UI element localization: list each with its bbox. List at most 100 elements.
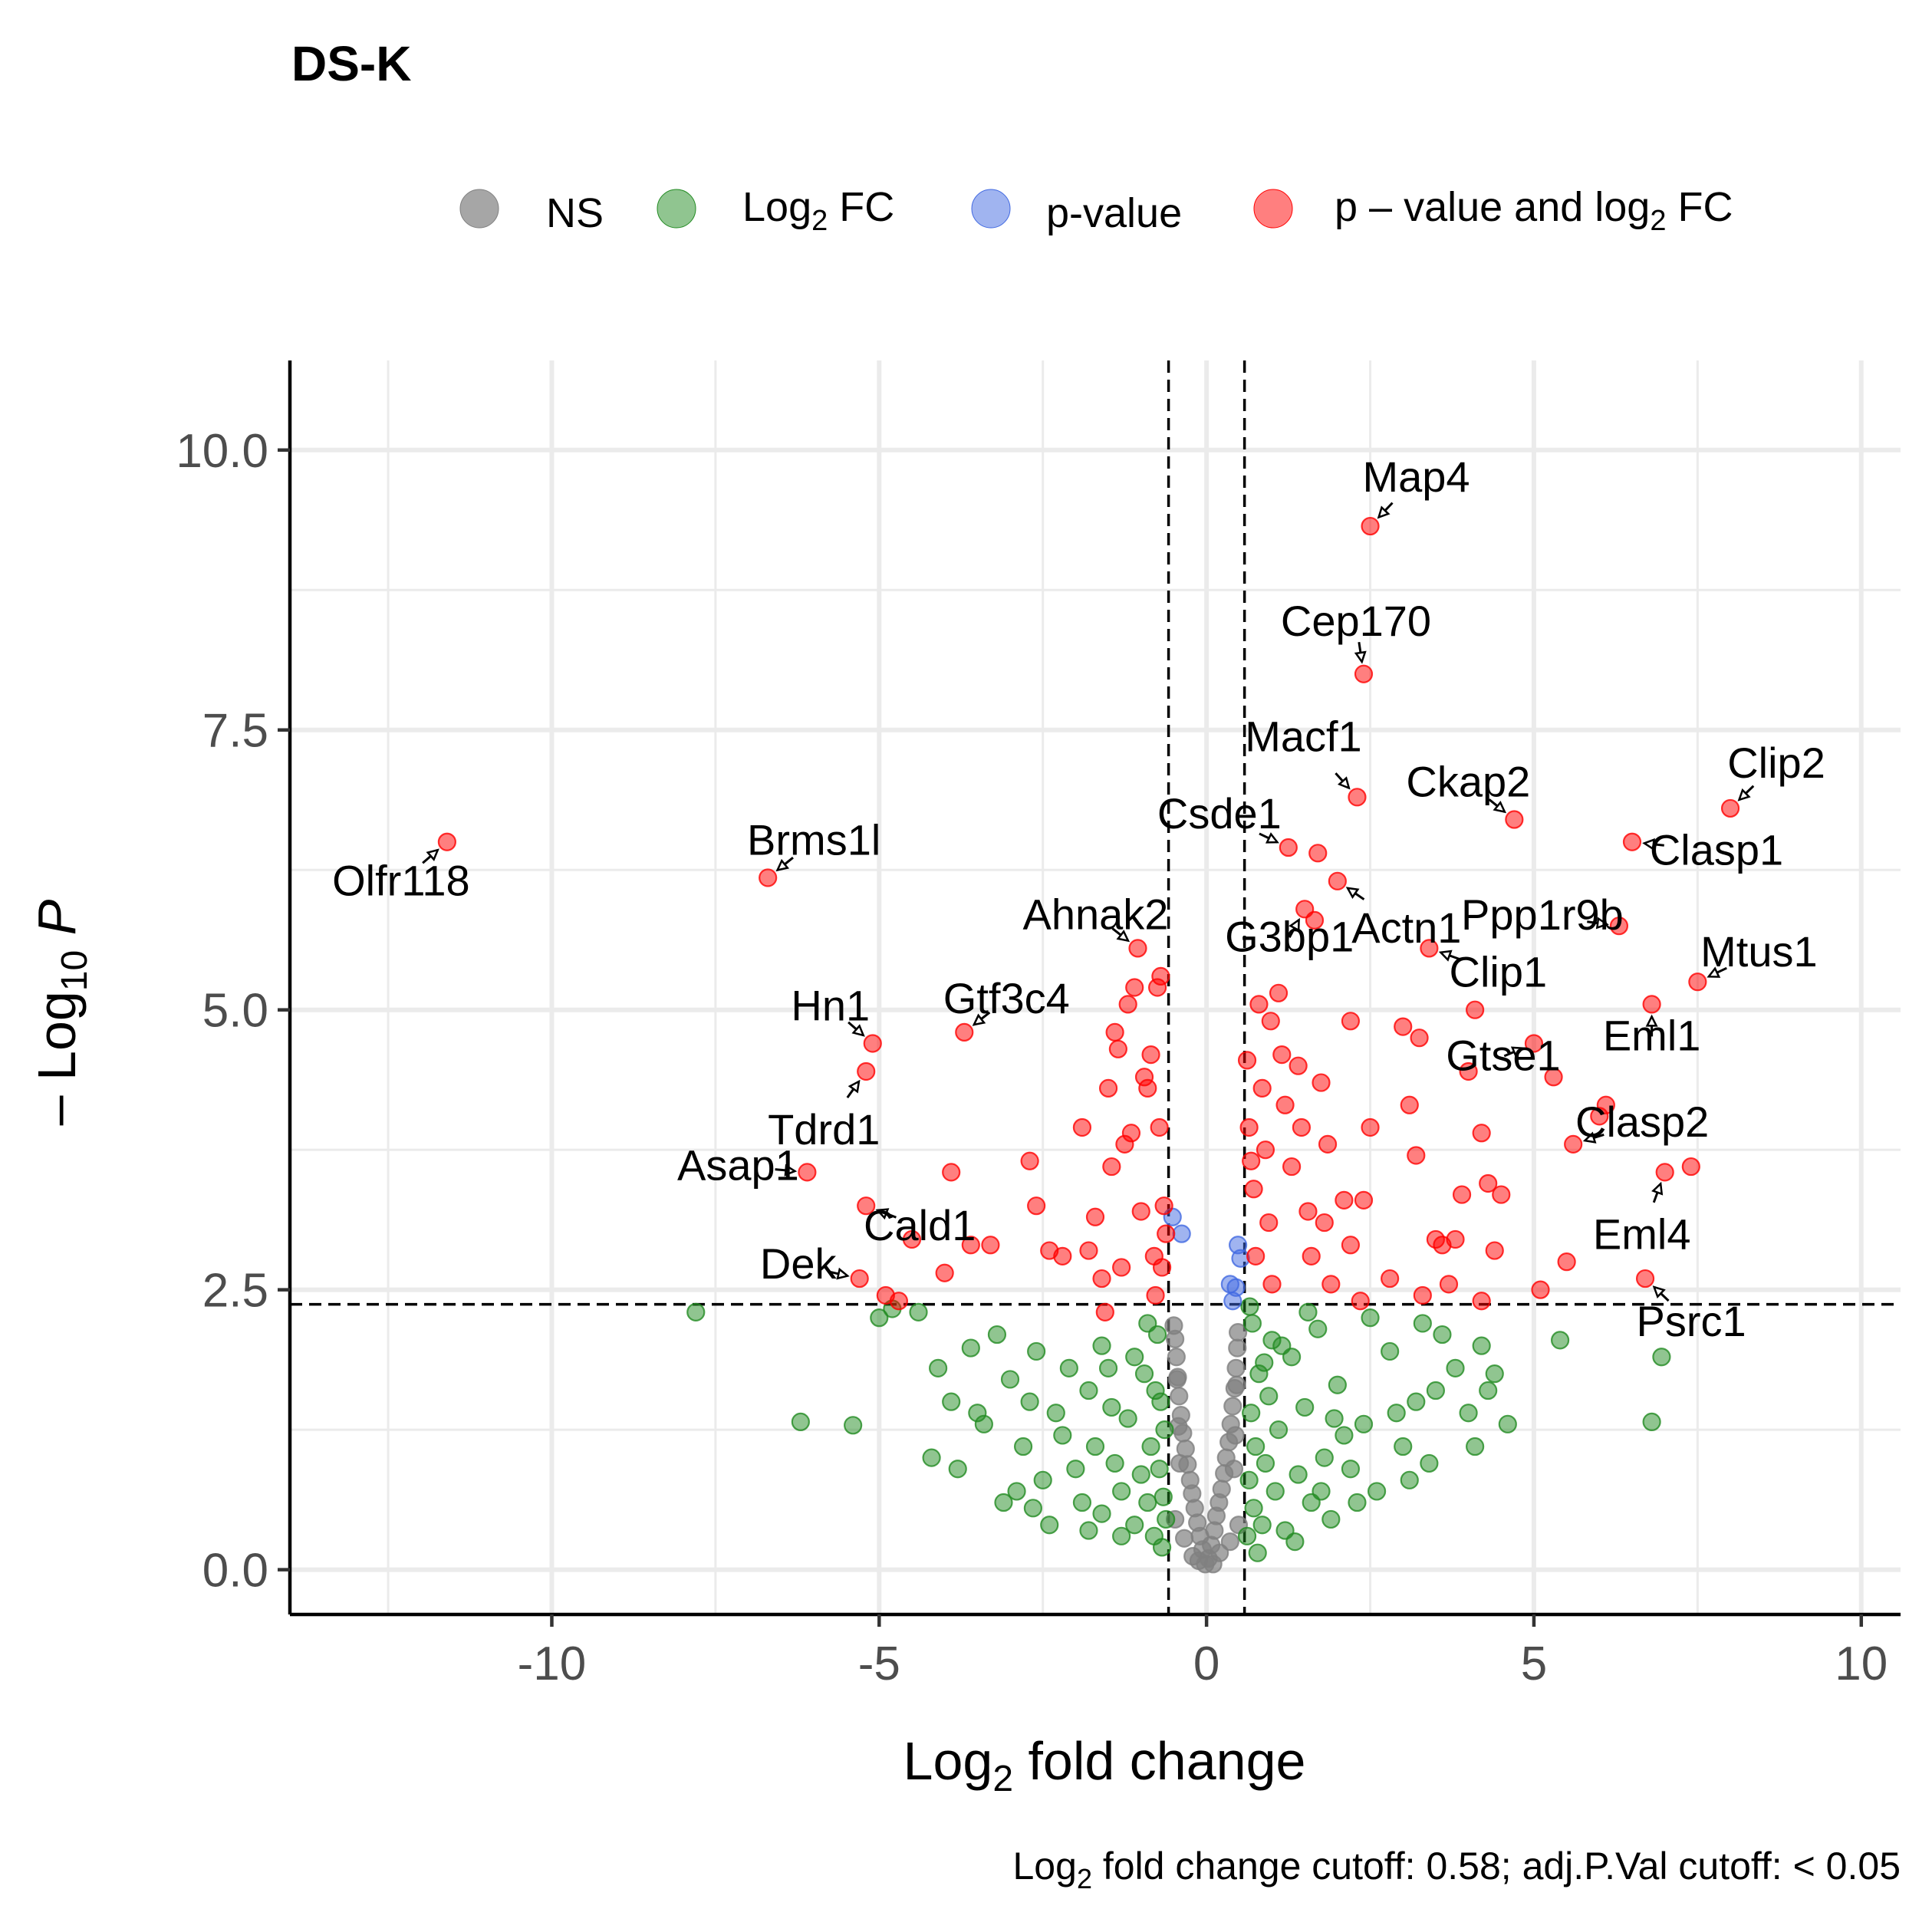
point-log2-fc [1266, 1482, 1285, 1501]
label-arrowhead [1377, 505, 1391, 519]
point-p-value-and-log2-fc [1439, 1275, 1459, 1294]
point-log2-fc [1298, 1302, 1318, 1321]
point-ns [1224, 1460, 1244, 1479]
point-log2-fc [1466, 1437, 1485, 1456]
point-p-value-and-log2-fc [1141, 1045, 1160, 1065]
point-p-value-and-log2-fc [1125, 978, 1144, 997]
gene-label-clasp2: Clasp2 [1575, 1098, 1709, 1146]
point-log2-fc [1433, 1325, 1452, 1345]
point-p-value-and-log2-fc [1128, 939, 1147, 958]
point-log2-fc [948, 1460, 967, 1479]
point-p-value-and-log2-fc [1085, 1207, 1105, 1226]
label-arrowhead [1652, 1285, 1666, 1299]
point-p-value-and-log2-fc [1354, 1190, 1374, 1210]
label-arrowhead [836, 1267, 850, 1280]
point-p-value-and-log2-fc [1318, 1134, 1338, 1154]
gene-label-gtse1: Gtse1 [1446, 1031, 1560, 1079]
point-ns [1220, 1532, 1239, 1552]
point-log2-fc [1112, 1482, 1131, 1501]
point-p-value-and-log2-fc [942, 1163, 961, 1182]
legend: NS Log2 FC p-value p – value and log2 FC [459, 184, 1733, 237]
point-log2-fc [1059, 1358, 1078, 1377]
point-p-value-and-log2-fc [1121, 1124, 1141, 1143]
y-tick-label: 7.5 [202, 705, 268, 758]
label-arrowhead [848, 1079, 861, 1094]
point-log2-fc [1550, 1331, 1570, 1350]
point-ns [1170, 1453, 1190, 1473]
label-arrowhead [775, 858, 790, 872]
grid [290, 360, 1901, 1614]
point-p-value-and-log2-fc [1131, 1202, 1150, 1221]
gene-label-tdrd1: Tdrd1 [768, 1105, 880, 1154]
point-log2-fc [1053, 1426, 1072, 1445]
point-log2-fc [1308, 1319, 1328, 1338]
point-ns [1167, 1348, 1186, 1367]
gene-label-cep170: Cep170 [1281, 597, 1431, 645]
gene-label-dek: Dek [760, 1239, 838, 1288]
point-log2-fc [1498, 1414, 1517, 1433]
point-p-value-and-log2-fc [1413, 1285, 1432, 1305]
point-log2-fc [1000, 1370, 1020, 1389]
point-p-value-and-log2-fc [1105, 1022, 1124, 1042]
point-log2-fc [1328, 1375, 1347, 1394]
point-p-value-and-log2-fc [1531, 1280, 1550, 1299]
point-log2-fc [844, 1416, 863, 1435]
point-ns [1170, 1387, 1189, 1406]
point-log2-fc [1125, 1348, 1144, 1367]
gene-labels: Map4 Cep170 Macf1 Ckap2 Clip2 Csde1 Clasp1 Actn… [332, 453, 1825, 1345]
point-log2-fc [1242, 1404, 1261, 1423]
point-p-value-and-log2-fc [1341, 1236, 1361, 1255]
plot-title: DS-K [291, 36, 411, 91]
point-p-value-and-log2-fc [1092, 1269, 1111, 1289]
point-log2-fc [1289, 1465, 1308, 1484]
point-p-value-and-log2-fc [1328, 871, 1347, 890]
point-log2-fc [1244, 1499, 1263, 1518]
point-log2-fc [1246, 1437, 1266, 1456]
point-log2-fc [1485, 1364, 1504, 1384]
point-log2-fc [1027, 1341, 1046, 1361]
point-log2-fc [1367, 1482, 1387, 1501]
point-log2-fc [1295, 1397, 1315, 1417]
point-p-value-and-log2-fc [1681, 1157, 1700, 1177]
point-p-value-and-log2-fc [1609, 917, 1629, 936]
point-p-value-and-log2-fc [1138, 1078, 1157, 1098]
point-p-value-and-log2-fc [902, 1229, 922, 1249]
point-p-value-and-log2-fc [1351, 1292, 1370, 1311]
label-arrowhead [1345, 887, 1360, 900]
point-p-value-and-log2-fc [759, 868, 778, 887]
label-arrowhead [1493, 800, 1507, 814]
point-log2-fc [1325, 1409, 1344, 1428]
point-log2-fc [1259, 1387, 1279, 1406]
point-log2-fc [1141, 1437, 1160, 1456]
point-log2-fc [1023, 1499, 1043, 1518]
point-log2-fc [1269, 1420, 1289, 1440]
point-log2-fc [1472, 1336, 1491, 1355]
point-p-value-and-log2-fc [1242, 1151, 1261, 1170]
point-p-value-and-log2-fc [1312, 1073, 1331, 1092]
point-p-value-and-log2-fc [863, 1034, 882, 1053]
point-log2-fc [929, 1358, 948, 1377]
point-p-value-and-log2-fc [1720, 798, 1740, 818]
point-ns [1228, 1323, 1248, 1342]
gene-label-eml1: Eml1 [1603, 1011, 1701, 1059]
point-p-value-and-log2-fc [1407, 1146, 1426, 1165]
point-log2-fc [1079, 1381, 1098, 1400]
x-tick-label: 0 [1193, 1637, 1219, 1690]
point-p-value-and-log2-fc [1472, 1292, 1491, 1311]
point-p-value-and-log2-fc [1261, 1012, 1280, 1031]
point-log2-fc [1426, 1381, 1446, 1400]
point-ns [1167, 1370, 1187, 1389]
point-p-value-and-log2-fc [857, 1196, 876, 1216]
gene-label-clip2: Clip2 [1727, 739, 1825, 787]
label-arrowhead [1265, 832, 1279, 844]
point-log2-fc [1335, 1426, 1354, 1445]
point-p-value-and-log2-fc [1282, 1157, 1302, 1177]
label-arrowhead [1337, 776, 1351, 790]
x-tick-label: -5 [858, 1637, 900, 1690]
caption: Log2 fold change cutoff: 0.58; adj.P.Val… [1013, 1845, 1901, 1894]
point-log2-fc [1242, 1314, 1262, 1333]
point-log2-fc [1407, 1392, 1426, 1411]
point-p-value-and-log2-fc [889, 1292, 909, 1311]
point-log2-fc [1400, 1470, 1419, 1489]
point-p-value-and-log2-fc [1246, 1246, 1266, 1266]
